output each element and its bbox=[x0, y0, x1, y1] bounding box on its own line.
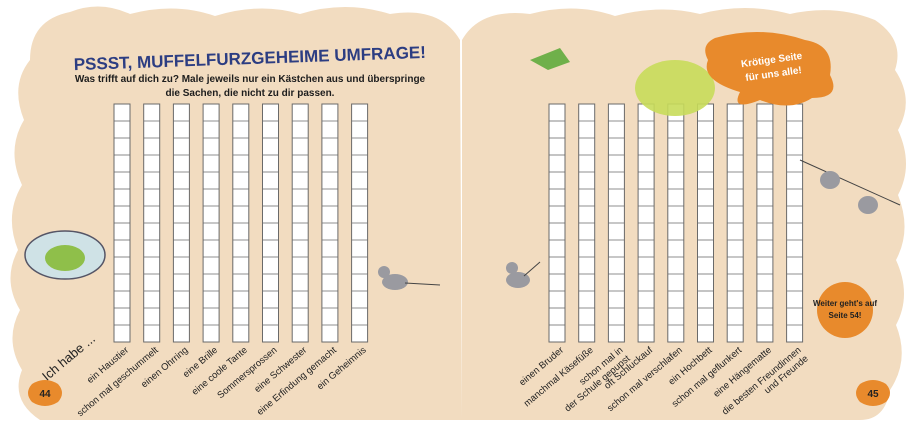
page-number: 44 bbox=[39, 389, 51, 400]
next-page-text: Seite 54! bbox=[829, 311, 862, 320]
dragon bbox=[635, 60, 715, 116]
page-number: 45 bbox=[867, 389, 879, 400]
instructions-line: Was trifft auf dich zu? Male jeweils nur… bbox=[75, 74, 426, 85]
mouse-right bbox=[506, 261, 541, 288]
page-number-splat bbox=[28, 380, 62, 406]
badge-splat bbox=[705, 31, 834, 106]
right-columns bbox=[548, 103, 804, 343]
left-columns bbox=[113, 103, 369, 343]
next-page-circle bbox=[817, 282, 873, 338]
instructions-line: die Sachen, die nicht zu dir passen. bbox=[166, 88, 335, 99]
mouse-left bbox=[378, 266, 441, 290]
frog-bathtub bbox=[24, 230, 106, 280]
page-number-splat bbox=[856, 380, 890, 406]
bird bbox=[530, 48, 570, 70]
next-page-text: Weiter geht's auf bbox=[813, 299, 877, 308]
mice-rope bbox=[799, 159, 901, 214]
